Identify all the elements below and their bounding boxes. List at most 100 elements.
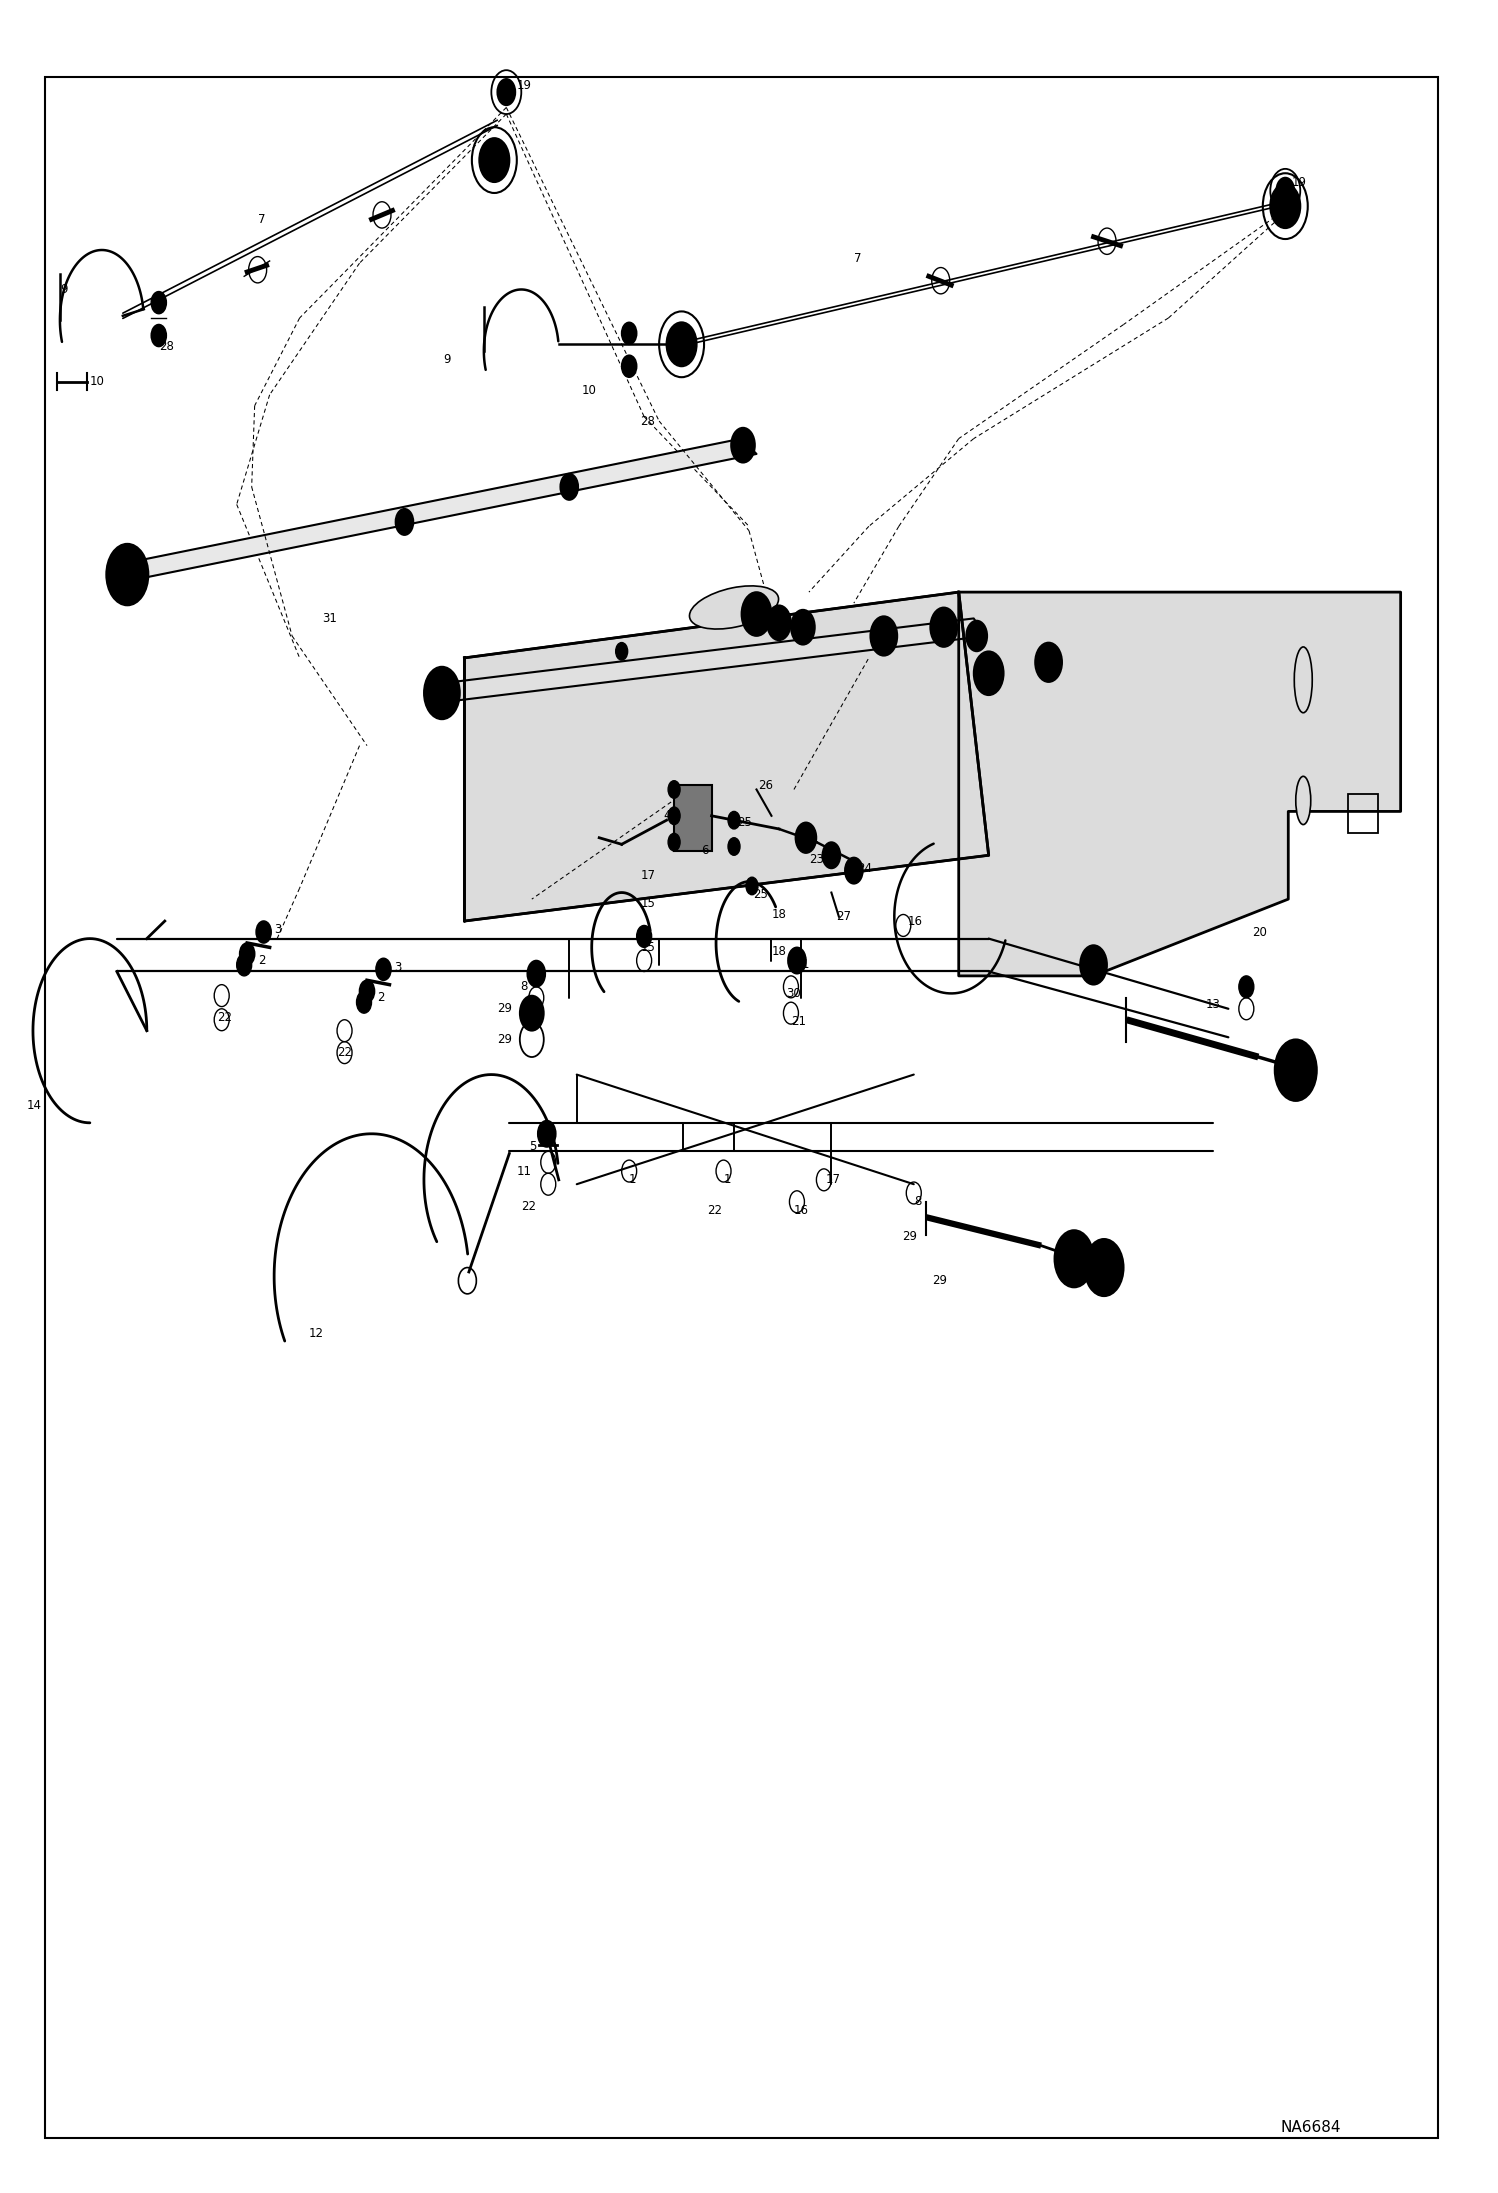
Circle shape bbox=[966, 621, 987, 651]
Text: 9: 9 bbox=[443, 353, 451, 366]
Text: 22: 22 bbox=[217, 1011, 232, 1024]
Circle shape bbox=[637, 925, 652, 947]
Text: 29: 29 bbox=[497, 1002, 512, 1015]
Text: 7: 7 bbox=[854, 252, 861, 265]
Circle shape bbox=[151, 325, 166, 346]
Text: 18: 18 bbox=[771, 945, 786, 958]
Circle shape bbox=[668, 807, 680, 825]
Text: 26: 26 bbox=[758, 779, 773, 792]
Circle shape bbox=[767, 605, 791, 640]
Polygon shape bbox=[112, 439, 756, 581]
Ellipse shape bbox=[1294, 647, 1312, 713]
Text: 7: 7 bbox=[258, 213, 265, 226]
Text: 30: 30 bbox=[786, 987, 801, 1000]
Circle shape bbox=[1276, 178, 1294, 204]
Circle shape bbox=[1270, 184, 1300, 228]
Circle shape bbox=[1080, 945, 1107, 985]
Text: 19: 19 bbox=[1291, 175, 1306, 189]
Circle shape bbox=[795, 822, 816, 853]
Text: 2: 2 bbox=[377, 991, 385, 1004]
Circle shape bbox=[527, 961, 545, 987]
Text: 15: 15 bbox=[641, 941, 656, 954]
Text: 10: 10 bbox=[90, 375, 105, 388]
Text: 22: 22 bbox=[337, 1046, 352, 1059]
Text: 13: 13 bbox=[1206, 998, 1221, 1011]
Polygon shape bbox=[464, 592, 989, 921]
Text: 29: 29 bbox=[932, 1274, 947, 1287]
Text: 3: 3 bbox=[274, 923, 282, 936]
Text: 4: 4 bbox=[664, 809, 671, 822]
Circle shape bbox=[1085, 1239, 1124, 1296]
Text: NA6684: NA6684 bbox=[1281, 2121, 1341, 2134]
Circle shape bbox=[746, 877, 758, 895]
Text: 18: 18 bbox=[771, 908, 786, 921]
Text: 16: 16 bbox=[908, 914, 923, 928]
Text: 1: 1 bbox=[724, 1173, 731, 1186]
Circle shape bbox=[479, 138, 509, 182]
Text: 21: 21 bbox=[791, 1015, 806, 1029]
Text: 10: 10 bbox=[581, 384, 596, 397]
Circle shape bbox=[1055, 1230, 1094, 1287]
Text: 17: 17 bbox=[825, 1173, 840, 1186]
Circle shape bbox=[151, 292, 166, 314]
Circle shape bbox=[237, 954, 252, 976]
Circle shape bbox=[788, 947, 806, 974]
Text: 2: 2 bbox=[258, 954, 265, 967]
Circle shape bbox=[1275, 1039, 1317, 1101]
Text: 31: 31 bbox=[322, 612, 337, 625]
Circle shape bbox=[520, 996, 544, 1031]
Ellipse shape bbox=[1296, 776, 1311, 825]
Text: 8: 8 bbox=[520, 980, 527, 993]
Text: 20: 20 bbox=[1252, 925, 1267, 939]
Circle shape bbox=[668, 833, 680, 851]
Text: 27: 27 bbox=[836, 910, 851, 923]
Polygon shape bbox=[434, 618, 986, 702]
Text: 29: 29 bbox=[902, 1230, 917, 1243]
Circle shape bbox=[616, 643, 628, 660]
Circle shape bbox=[668, 781, 680, 798]
Bar bbox=[674, 785, 712, 851]
Text: 22: 22 bbox=[521, 1200, 536, 1213]
Circle shape bbox=[974, 651, 1004, 695]
Text: 19: 19 bbox=[517, 79, 532, 92]
Circle shape bbox=[360, 980, 374, 1002]
Circle shape bbox=[822, 842, 840, 868]
Text: 28: 28 bbox=[159, 340, 174, 353]
Text: 12: 12 bbox=[309, 1327, 324, 1340]
Text: 28: 28 bbox=[640, 414, 655, 428]
Circle shape bbox=[667, 322, 697, 366]
Text: 1: 1 bbox=[629, 1173, 637, 1186]
Circle shape bbox=[1239, 976, 1254, 998]
Circle shape bbox=[791, 610, 815, 645]
Text: 9: 9 bbox=[60, 283, 67, 296]
Circle shape bbox=[395, 509, 413, 535]
Text: 5: 5 bbox=[529, 1140, 536, 1154]
Text: 16: 16 bbox=[794, 1204, 809, 1217]
Text: 29: 29 bbox=[497, 1033, 512, 1046]
Circle shape bbox=[622, 322, 637, 344]
Circle shape bbox=[538, 1121, 556, 1147]
Text: 23: 23 bbox=[809, 853, 824, 866]
Text: 25: 25 bbox=[753, 888, 768, 901]
Text: 8: 8 bbox=[914, 1195, 921, 1208]
Text: 25: 25 bbox=[737, 816, 752, 829]
Circle shape bbox=[357, 991, 372, 1013]
Text: 6: 6 bbox=[701, 844, 709, 857]
Circle shape bbox=[742, 592, 771, 636]
Circle shape bbox=[256, 921, 271, 943]
Circle shape bbox=[1035, 643, 1062, 682]
Circle shape bbox=[731, 428, 755, 463]
Text: 22: 22 bbox=[707, 1204, 722, 1217]
Circle shape bbox=[728, 811, 740, 829]
Circle shape bbox=[240, 943, 255, 965]
Text: 11: 11 bbox=[517, 1164, 532, 1178]
Bar bbox=[1348, 794, 1378, 833]
Circle shape bbox=[870, 616, 897, 656]
Circle shape bbox=[497, 79, 515, 105]
Circle shape bbox=[622, 355, 637, 377]
Circle shape bbox=[560, 474, 578, 500]
Circle shape bbox=[376, 958, 391, 980]
Circle shape bbox=[123, 568, 132, 581]
Text: 17: 17 bbox=[641, 868, 656, 882]
Text: 14: 14 bbox=[27, 1099, 42, 1112]
